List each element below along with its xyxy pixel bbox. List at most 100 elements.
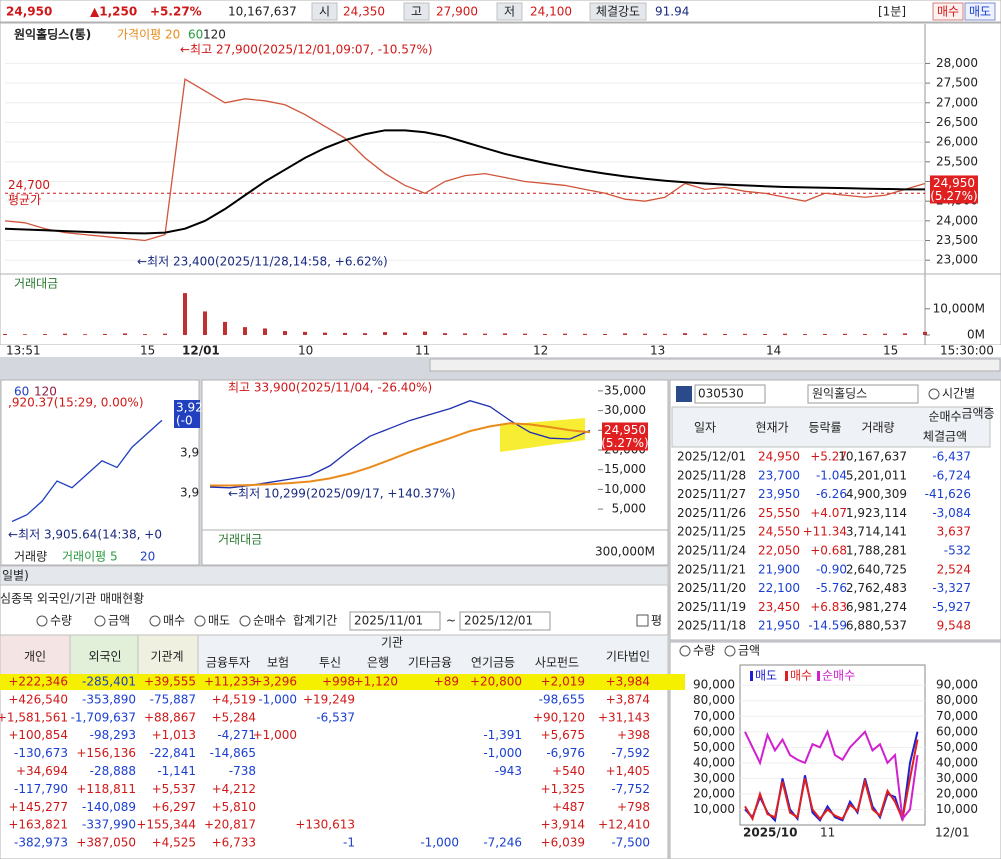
date-input[interactable] [349, 611, 441, 631]
label: 2025/11/19 [677, 600, 746, 614]
label: -1 [343, 836, 355, 850]
label: +3,914 [541, 818, 585, 832]
label: 1,788,281 [846, 544, 907, 558]
label: +4,212 [212, 782, 256, 796]
label: 10,167,637 [838, 450, 907, 464]
y-tick-label: 35,000 [604, 383, 646, 397]
radio-button[interactable] [94, 615, 106, 627]
label: 23,450 [758, 600, 800, 614]
x-tick-label: 15:30:00 [940, 344, 994, 358]
y-tick-label: 40,000 [693, 755, 735, 769]
volume-bar [103, 333, 107, 335]
buy-button-label[interactable]: 매수 [937, 5, 959, 19]
y-tick-label: 0M [967, 328, 985, 342]
label: +118,811 [76, 782, 136, 796]
volume-bar [663, 333, 667, 335]
label: 일별) [2, 569, 29, 583]
label: -1,141 [157, 764, 196, 778]
label: 27,900 [436, 5, 478, 19]
radio-button[interactable] [149, 615, 161, 627]
label: 23,950 [758, 487, 800, 501]
volume-bar [883, 333, 887, 335]
label: +5.27% [150, 5, 202, 19]
y-tick-label: 27,500 [936, 76, 978, 90]
label: -7,500 [611, 836, 650, 850]
x-tick-label: 2025/10 [743, 826, 797, 840]
label[interactable]: 매수 [163, 614, 185, 628]
label[interactable]: 수량 [693, 644, 715, 658]
volume-bar [923, 331, 927, 335]
radio-button[interactable] [679, 645, 691, 657]
label: 030530 [698, 387, 744, 401]
volume-bar [723, 333, 727, 335]
buy-button[interactable] [932, 2, 964, 21]
sell-button-label[interactable]: 매도 [969, 5, 991, 19]
label: 20 [140, 550, 155, 564]
x-tick-label: 14 [766, 344, 781, 358]
label: -1,391 [483, 728, 522, 742]
column-header: 보험 [267, 656, 289, 670]
label: 9,548 [937, 619, 971, 633]
volume-bar [783, 333, 787, 335]
label[interactable]: 금액 [108, 614, 130, 628]
label: -943 [495, 764, 522, 778]
label[interactable]: 매도 [208, 614, 230, 628]
label: -5.76 [816, 581, 847, 595]
y-tick-label: 90,000 [693, 678, 735, 692]
label: 저 [504, 5, 515, 19]
label[interactable]: 시간별 [942, 387, 975, 401]
label: ▲1,250 [90, 5, 137, 19]
label: +155,344 [136, 818, 196, 832]
label: -285,401 [82, 675, 136, 689]
column-header: 연기금등 [471, 656, 515, 670]
label: ←최저 10,299(2025/09/17, +140.37%) [228, 487, 456, 501]
volume-bar [63, 333, 67, 335]
volume-bar [283, 331, 287, 335]
label[interactable]: 금액 [738, 644, 760, 658]
label: 24,950 [604, 423, 646, 437]
x-tick-label: 11 [415, 344, 430, 358]
x-tick-label: 12 [533, 344, 548, 358]
code-input[interactable] [694, 384, 766, 404]
label: -7,592 [611, 746, 650, 760]
label: 원익홀딩스 [812, 387, 867, 401]
column-header: 사모펀드 [535, 656, 579, 670]
volume-bar [43, 334, 47, 335]
volume-bar [203, 311, 207, 335]
label: 2,524 [937, 562, 971, 576]
volume-bar [463, 333, 467, 335]
column-header: 투신 [319, 656, 341, 670]
scrollbar[interactable] [429, 358, 1001, 372]
radio-button[interactable] [928, 388, 940, 400]
label[interactable]: 수량 [50, 614, 72, 628]
label: +798 [617, 800, 650, 814]
label[interactable]: 순매수 [253, 614, 286, 628]
sell-button[interactable] [964, 2, 996, 21]
date-input[interactable] [459, 611, 551, 631]
tab-bar [0, 565, 669, 586]
x-tick-label: 10 [298, 344, 313, 358]
label: 2025/11/21 [677, 562, 746, 576]
label: -41,626 [925, 487, 971, 501]
radio-button[interactable] [724, 645, 736, 657]
radio-button[interactable] [194, 615, 206, 627]
y-tick-label: 10,000 [936, 802, 978, 816]
y-tick-label: 30,000 [936, 771, 978, 785]
y-tick-label: 60,000 [936, 724, 978, 738]
label: -140,089 [82, 800, 136, 814]
label: -0.90 [816, 562, 847, 576]
label: +4,519 [212, 692, 256, 706]
label: 24,350 [343, 5, 385, 19]
y-tick-label: 10,000 [604, 482, 646, 496]
label: +6,733 [212, 836, 256, 850]
radio-button[interactable] [36, 615, 48, 627]
label: 21,900 [758, 562, 800, 576]
checkbox[interactable] [636, 614, 649, 627]
radio-button[interactable] [239, 615, 251, 627]
label: +3,874 [606, 692, 650, 706]
label: +426,540 [8, 692, 68, 706]
label: +540 [552, 764, 585, 778]
label: +88,867 [144, 710, 196, 724]
label: -28,888 [90, 764, 136, 778]
